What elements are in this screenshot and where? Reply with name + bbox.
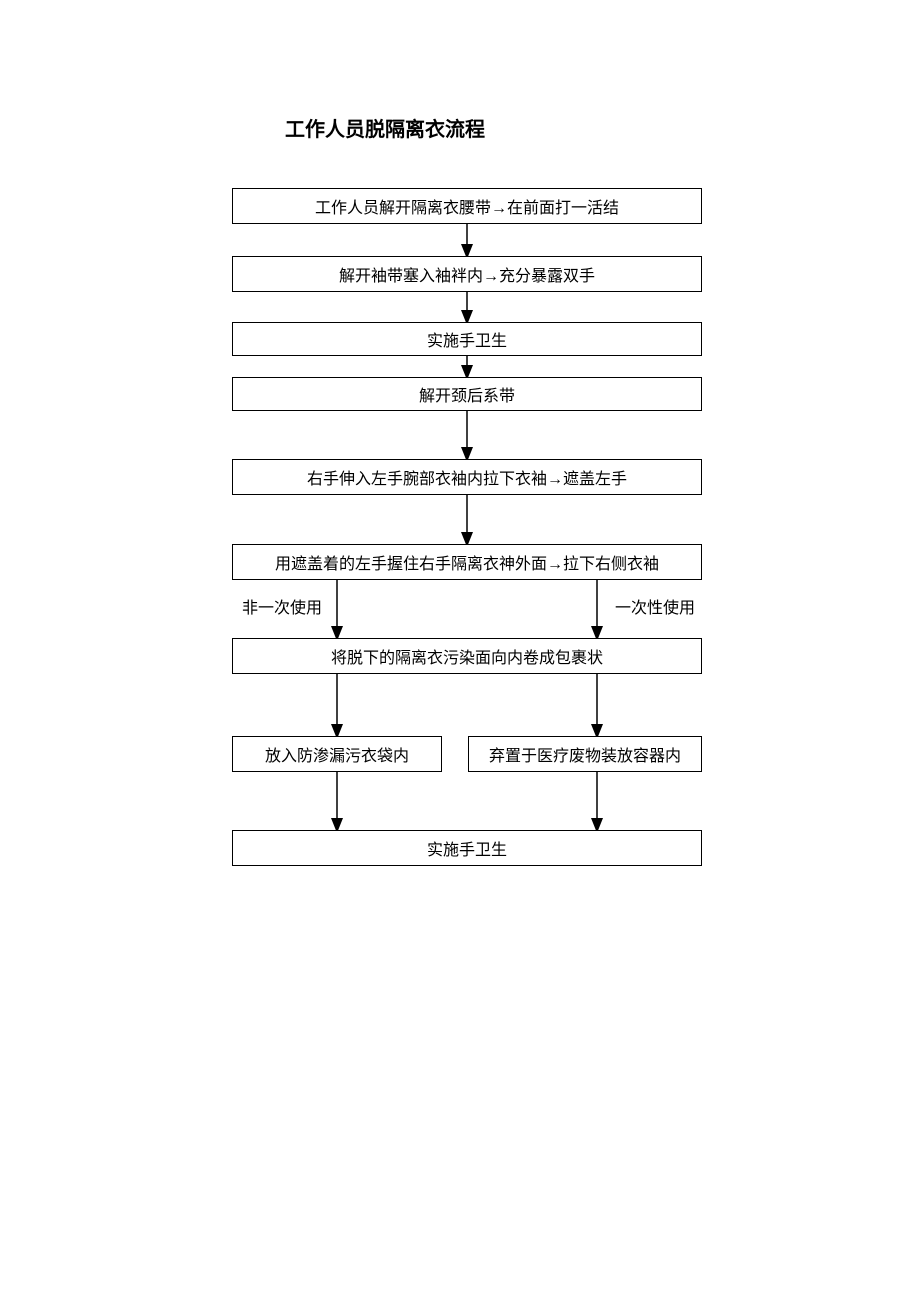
flowchart-node-n2: 解开袖带塞入袖袢内→充分暴露双手 <box>232 256 702 292</box>
flowchart-label-l2: 一次性使用 <box>615 594 695 618</box>
flowchart-node-n8a: 放入防渗漏污衣袋内 <box>232 736 442 772</box>
flowchart-node-n4: 解开颈后系带 <box>232 377 702 411</box>
flowchart-node-n3: 实施手卫生 <box>232 322 702 356</box>
flowchart-node-n5: 右手伸入左手腕部衣袖内拉下衣袖→遮盖左手 <box>232 459 702 495</box>
flowchart-label-l1: 非一次使用 <box>242 594 322 618</box>
flowchart-node-n1: 工作人员解开隔离衣腰带→在前面打一活结 <box>232 188 702 224</box>
flowchart-node-n8b: 弃置于医疗废物装放容器内 <box>468 736 702 772</box>
flowchart-node-n7: 将脱下的隔离衣污染面向内卷成包裹状 <box>232 638 702 674</box>
page-title: 工作人员脱隔离衣流程 <box>285 113 485 142</box>
flowchart-node-n9: 实施手卫生 <box>232 830 702 866</box>
flowchart-node-n6: 用遮盖着的左手握住右手隔离衣神外面→拉下右侧衣袖 <box>232 544 702 580</box>
